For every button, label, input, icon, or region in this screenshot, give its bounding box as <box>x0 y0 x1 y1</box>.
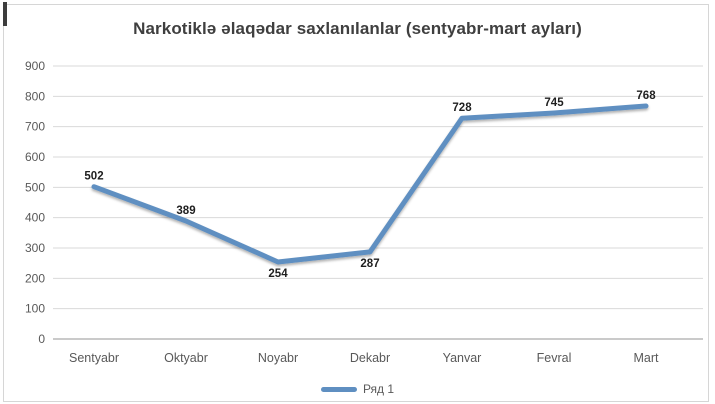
legend-series-label: Ряд 1 <box>362 382 395 396</box>
x-category-label: Oktyabr <box>164 351 208 365</box>
y-tick-label: 500 <box>25 180 45 194</box>
y-tick-label: 200 <box>25 271 45 285</box>
y-tick-label: 400 <box>25 211 45 225</box>
x-category-label: Noyabr <box>258 351 298 365</box>
data-point-label: 768 <box>636 90 656 102</box>
cursor-artifact <box>3 2 7 26</box>
y-tick-label: 600 <box>25 150 45 164</box>
x-category-label: Sentyabr <box>69 351 119 365</box>
data-point-label: 502 <box>84 171 103 183</box>
x-category-label: Mart <box>634 351 660 365</box>
data-point-label: 287 <box>360 258 379 270</box>
data-point-label: 254 <box>268 268 288 280</box>
data-point-label: 745 <box>544 97 564 109</box>
chart-legend: Ряд 1 <box>0 382 715 396</box>
y-tick-label: 800 <box>25 89 45 103</box>
x-category-label: Fevral <box>537 351 572 365</box>
x-category-label: Yanvar <box>443 351 482 365</box>
data-point-label: 728 <box>452 102 472 114</box>
chart-title: Narkotiklə əlaqədar saxlanılanlar (senty… <box>133 19 582 38</box>
series-line <box>91 103 649 265</box>
x-category-label: Dekabr <box>350 351 390 365</box>
y-tick-label: 700 <box>25 120 45 134</box>
y-tick-label: 900 <box>25 59 45 73</box>
data-point-label: 389 <box>176 205 195 217</box>
legend-line-swatch <box>320 386 357 392</box>
y-tick-label: 100 <box>25 302 45 316</box>
y-tick-label: 0 <box>38 332 45 346</box>
y-tick-label: 300 <box>25 241 45 255</box>
